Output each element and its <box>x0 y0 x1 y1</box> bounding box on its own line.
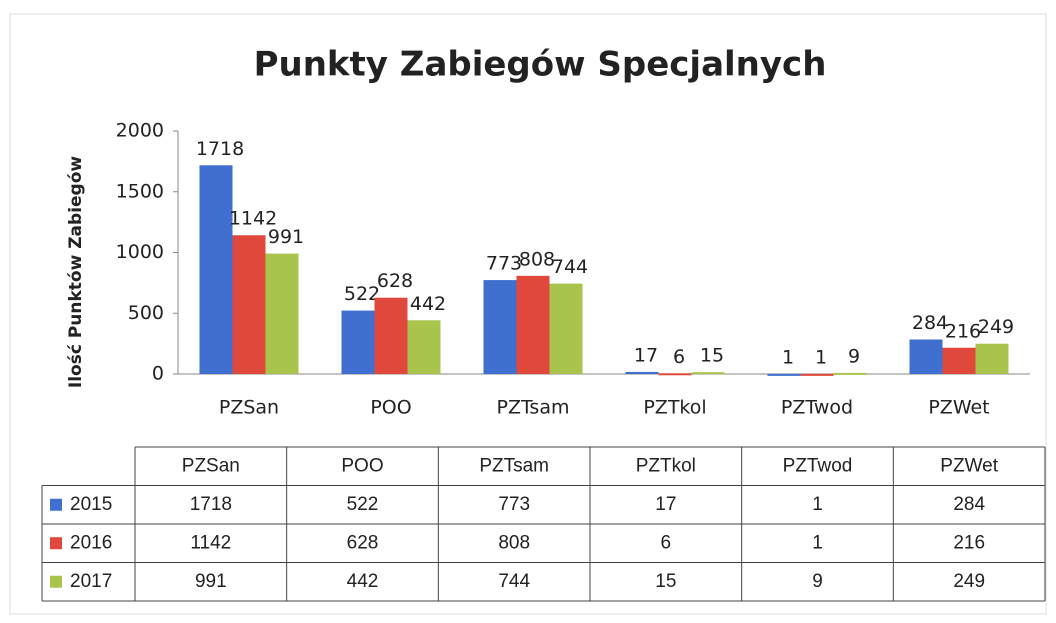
data-label: 249 <box>978 316 1014 338</box>
data-label: 1 <box>782 346 794 368</box>
legend-label: 2017 <box>70 571 112 592</box>
table-cell: 1718 <box>190 494 232 515</box>
legend-swatch <box>50 537 62 550</box>
x-tick-label: PZTwod <box>781 397 853 419</box>
table-cell: 249 <box>953 571 985 592</box>
table-cell: 991 <box>195 571 227 592</box>
data-label: 6 <box>673 346 685 368</box>
x-tick-label: POO <box>370 397 411 419</box>
chart-title: Punkty Zabiegów Specjalnych <box>254 45 827 85</box>
bar <box>942 347 976 374</box>
data-label: 1718 <box>196 138 244 160</box>
bar <box>549 283 583 374</box>
bar <box>975 343 1009 374</box>
table-header: PZTwod <box>783 455 853 476</box>
table-cell: 216 <box>953 532 985 553</box>
bar <box>909 339 943 374</box>
bar <box>341 310 375 374</box>
data-label: 17 <box>634 344 658 366</box>
table-cell: 284 <box>953 494 985 515</box>
legend-label: 2016 <box>70 532 112 553</box>
data-label: 216 <box>945 320 981 342</box>
legend-swatch <box>50 498 62 511</box>
bar <box>516 275 550 374</box>
bar <box>800 373 834 376</box>
legend-swatch <box>50 575 62 588</box>
bar <box>833 372 867 375</box>
table-cell: 773 <box>498 494 530 515</box>
y-tick-label: 2000 <box>116 120 164 142</box>
table-header: POO <box>341 455 383 476</box>
table-cell: 442 <box>347 571 379 592</box>
bar <box>483 280 517 374</box>
table-cell: 744 <box>498 571 530 592</box>
bar <box>374 297 408 374</box>
bar <box>767 373 801 376</box>
bar <box>232 235 266 374</box>
x-tick-label: PZWet <box>928 397 989 419</box>
y-tick-label: 1000 <box>116 241 164 263</box>
data-label: 991 <box>268 226 304 248</box>
data-label: 773 <box>486 253 522 275</box>
table-cell: 9 <box>812 571 823 592</box>
table-cell: 1 <box>812 494 823 515</box>
data-label: 1142 <box>229 208 277 230</box>
x-tick-label: PZTkol <box>643 397 706 419</box>
bar <box>199 165 233 374</box>
data-label: 284 <box>912 312 948 334</box>
data-label: 442 <box>410 293 446 315</box>
data-label: 628 <box>377 270 413 292</box>
data-label: 9 <box>848 345 860 367</box>
table-cell: 628 <box>347 532 379 553</box>
table-cell: 522 <box>347 494 379 515</box>
table-cell: 15 <box>655 571 676 592</box>
data-label: 1 <box>815 346 827 368</box>
table-header: PZTkol <box>636 455 696 476</box>
table-cell: 1 <box>812 532 823 553</box>
x-tick-label: PZSan <box>219 397 279 419</box>
x-tick-label: PZTsam <box>497 397 570 419</box>
bar <box>691 372 725 375</box>
chart-frame <box>9 13 1047 615</box>
table-cell: 6 <box>661 532 672 553</box>
legend-label: 2015 <box>70 494 112 515</box>
bar <box>265 253 299 374</box>
table-header: PZWet <box>940 455 998 476</box>
table-cell: 808 <box>498 532 530 553</box>
y-tick-label: 500 <box>128 302 164 324</box>
table-header: PZTsam <box>479 455 549 476</box>
data-label: 744 <box>552 256 588 278</box>
table-cell: 1142 <box>190 532 231 553</box>
table-cell: 17 <box>655 494 676 515</box>
bar <box>407 320 441 374</box>
data-label: 522 <box>344 283 380 305</box>
table-header: PZSan <box>182 455 240 476</box>
y-tick-label: 1500 <box>116 180 164 202</box>
bar <box>658 373 692 376</box>
data-label: 808 <box>519 248 555 270</box>
y-tick-label: 0 <box>152 363 164 385</box>
y-axis-title: Ilość Punktów Zabiegów <box>66 156 86 389</box>
data-label: 15 <box>700 345 724 367</box>
bar <box>625 371 659 374</box>
